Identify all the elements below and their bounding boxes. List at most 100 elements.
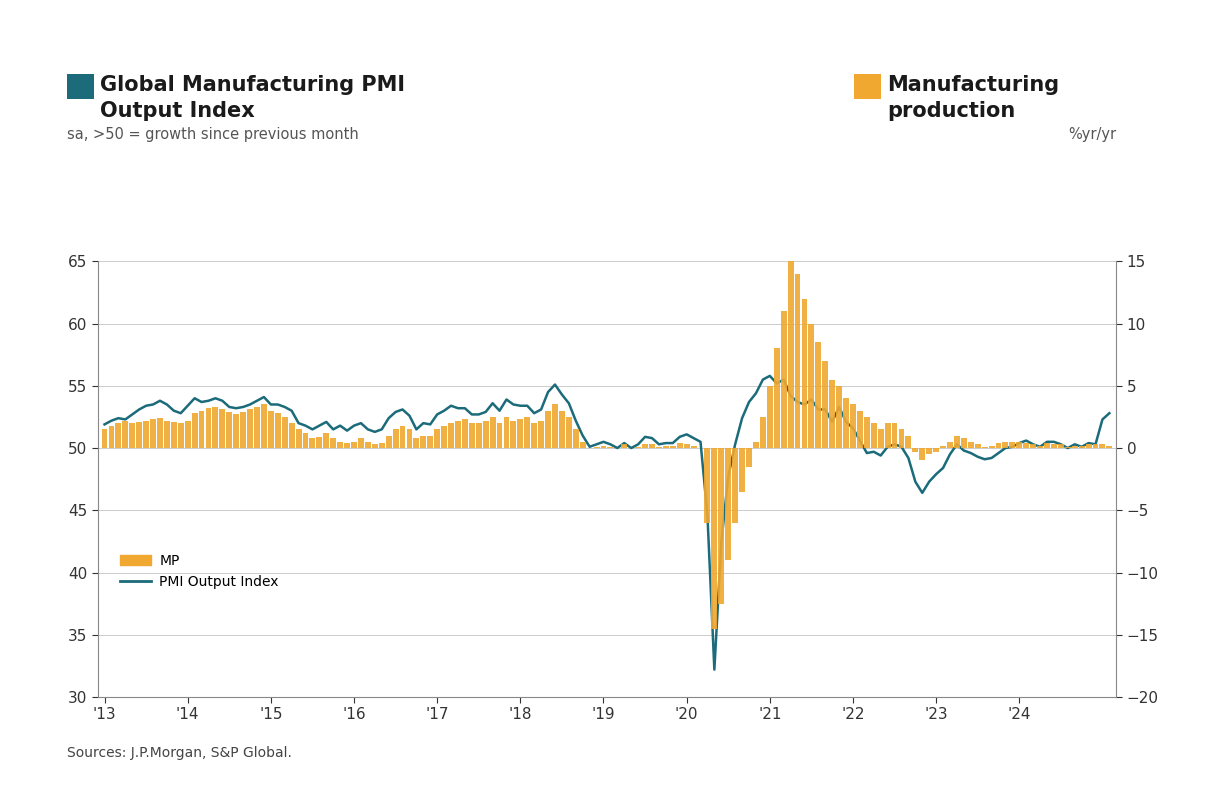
Bar (600, 446, 606, 448)
Bar (351, 442, 357, 448)
Bar (725, 448, 731, 560)
Bar (551, 405, 558, 448)
Bar (975, 444, 981, 448)
Bar (378, 443, 384, 448)
Bar (316, 437, 322, 448)
Bar (400, 425, 405, 448)
Bar (608, 447, 614, 448)
Bar (747, 448, 752, 466)
Bar (691, 446, 697, 448)
Bar (1099, 444, 1105, 448)
Bar (822, 361, 828, 448)
Bar (337, 442, 343, 448)
Bar (331, 438, 337, 448)
Bar (254, 407, 260, 448)
Bar (393, 429, 399, 448)
Bar (884, 423, 891, 448)
Text: Output Index: Output Index (100, 101, 255, 121)
Bar (830, 379, 836, 448)
Bar (434, 429, 440, 448)
Bar (961, 438, 966, 448)
Bar (414, 438, 420, 448)
Bar (205, 408, 211, 448)
Bar (476, 423, 482, 448)
Bar (1016, 442, 1022, 448)
Bar (988, 446, 994, 448)
Bar (497, 423, 503, 448)
Bar (941, 446, 946, 448)
Bar (996, 443, 1002, 448)
Bar (233, 414, 239, 448)
Text: Manufacturing: Manufacturing (887, 75, 1059, 95)
Text: sa, >50 = growth since previous month: sa, >50 = growth since previous month (67, 127, 359, 142)
Bar (1030, 444, 1036, 448)
Bar (282, 417, 288, 448)
Bar (143, 421, 149, 448)
Bar (677, 443, 683, 448)
Bar (636, 447, 640, 448)
Bar (1003, 442, 1009, 448)
Bar (967, 442, 974, 448)
Bar (538, 421, 544, 448)
Bar (462, 420, 467, 448)
Bar (227, 412, 232, 448)
Bar (442, 425, 447, 448)
Bar (427, 436, 433, 448)
Bar (1058, 444, 1064, 448)
Bar (295, 429, 301, 448)
Bar (1086, 444, 1092, 448)
Bar (517, 420, 523, 448)
Bar (178, 423, 184, 448)
Bar (421, 436, 426, 448)
Bar (656, 447, 662, 448)
Bar (594, 447, 599, 448)
Bar (489, 417, 495, 448)
Bar (510, 421, 516, 448)
Bar (261, 405, 267, 448)
Bar (1024, 443, 1030, 448)
Bar (129, 423, 135, 448)
Bar (864, 417, 870, 448)
Bar (310, 438, 316, 448)
Bar (621, 444, 627, 448)
Bar (531, 423, 537, 448)
Bar (947, 442, 953, 448)
Bar (150, 420, 156, 448)
Bar (448, 423, 454, 448)
Bar (545, 411, 551, 448)
Bar (933, 448, 939, 451)
Bar (913, 448, 919, 451)
Bar (719, 448, 725, 604)
Bar (372, 444, 378, 448)
Bar (877, 429, 883, 448)
Bar (836, 386, 842, 448)
Bar (559, 411, 565, 448)
Bar (1044, 443, 1050, 448)
Bar (982, 447, 987, 448)
Bar (753, 442, 759, 448)
Bar (760, 417, 766, 448)
Bar (954, 436, 960, 448)
Text: production: production (887, 101, 1015, 121)
Bar (268, 411, 273, 448)
Bar (926, 448, 932, 455)
Bar (137, 422, 142, 448)
Bar (1072, 446, 1077, 448)
Bar (101, 429, 107, 448)
Bar (455, 421, 461, 448)
Bar (739, 448, 745, 492)
Bar (856, 411, 863, 448)
Bar (850, 405, 856, 448)
Bar (248, 409, 253, 448)
Bar (323, 433, 329, 448)
Bar (809, 324, 814, 448)
Bar (773, 348, 780, 448)
Bar (504, 417, 510, 448)
Legend: MP, PMI Output Index: MP, PMI Output Index (115, 548, 284, 594)
Bar (1093, 444, 1098, 448)
Bar (1050, 444, 1057, 448)
Bar (386, 436, 392, 448)
Bar (157, 418, 163, 448)
Bar (642, 444, 648, 448)
Bar (109, 425, 115, 448)
